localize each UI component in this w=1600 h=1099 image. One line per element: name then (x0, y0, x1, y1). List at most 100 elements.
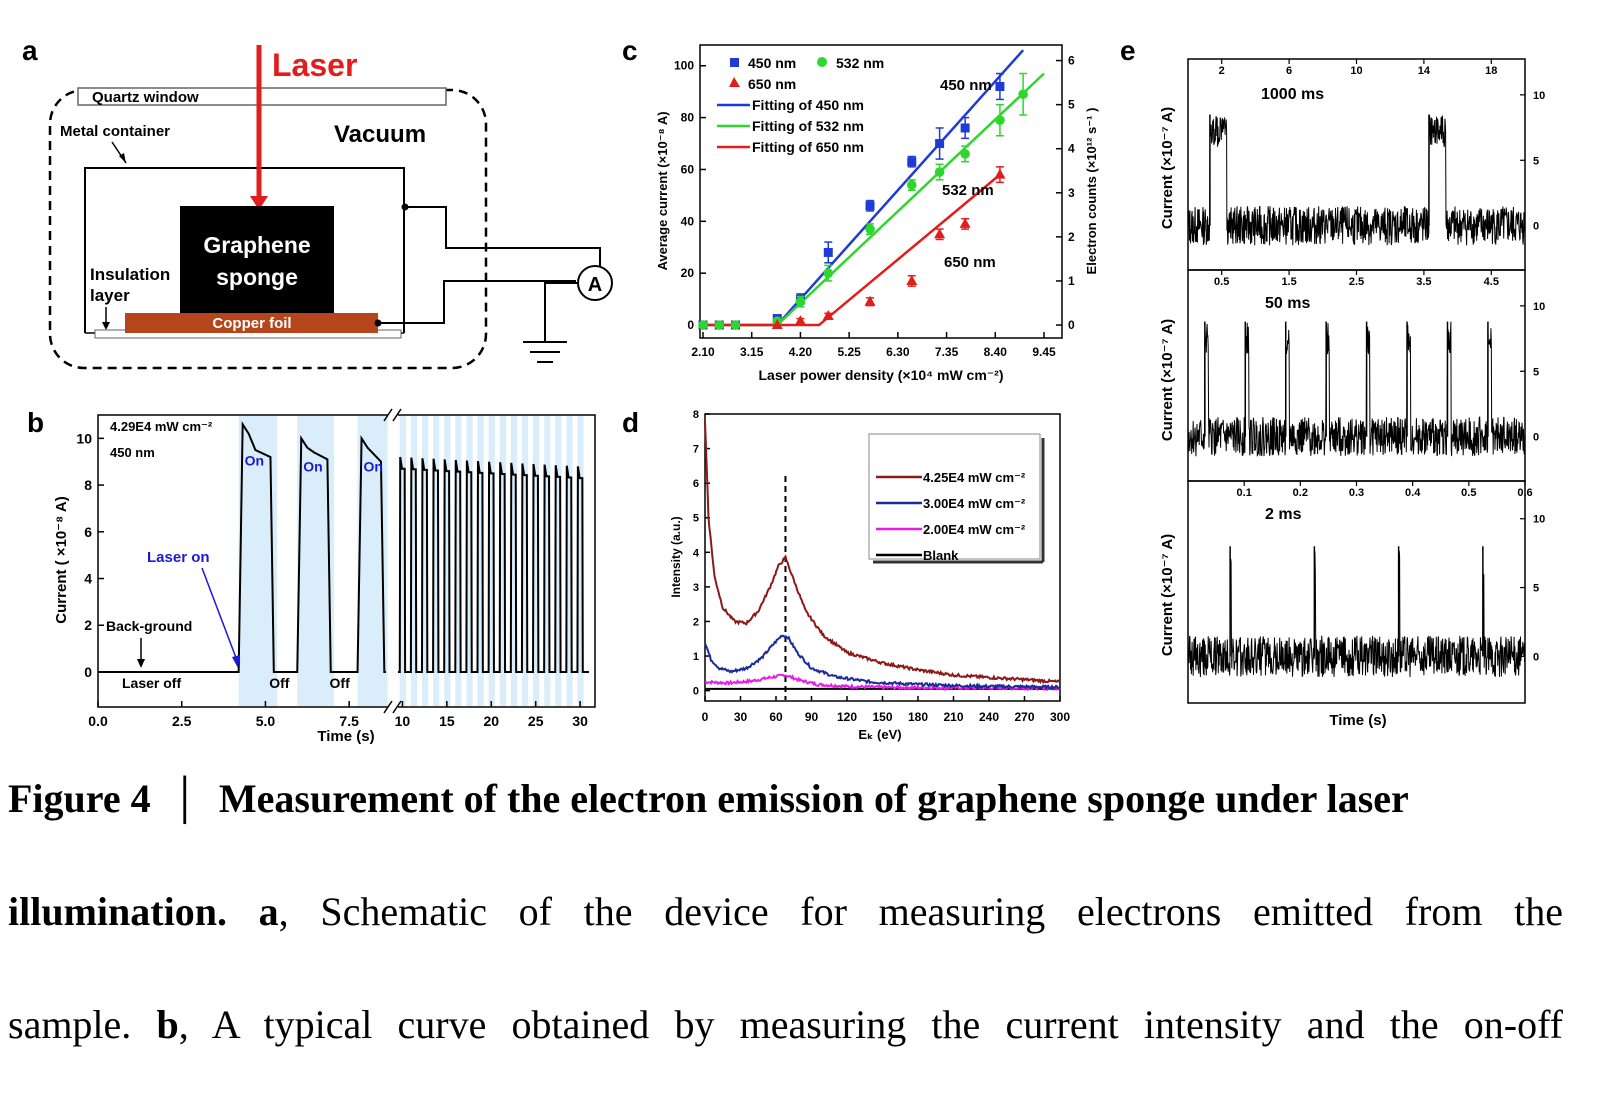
panel-e-xtick-label: 4.5 (1484, 276, 1499, 288)
data-point-532nm (795, 296, 806, 307)
panel-d-xtick-label: 300 (1050, 710, 1070, 724)
data-point-532nm (865, 224, 875, 234)
panel-c-xtick-label: 3.15 (740, 345, 764, 359)
metal-container (84, 167, 405, 333)
panel-d-ytick-label: 2 (693, 616, 699, 628)
graphene-sponge-block (180, 206, 334, 314)
panel-c-xtick-label: 7.35 (935, 345, 959, 359)
panel-label-c: c (622, 35, 638, 66)
panel-c-power-chart: c 0 20 40 60 80 100 0 1 2 3 4 5 6 2.10 3.15 4.20 5.25 6… (622, 35, 1099, 383)
data-point-532nm (995, 115, 1005, 125)
data-point-650nm (771, 319, 783, 330)
panel-b-xtick-label: 2.5 (172, 713, 192, 729)
panel-b-current-chart: b 0 2 4 6 8 10 0.0 2.5 5.0 7.5 10 15 20 25 30 Time (s… (27, 405, 596, 745)
panel-e-ytick-label: 5 (1533, 155, 1539, 167)
panel-b-condition-power: 4.29E4 mW cm⁻² (110, 419, 213, 434)
legend-label: 650 nm (748, 76, 796, 92)
panel-c-ytick-right-label: 5 (1068, 98, 1075, 112)
laser-on-interval (521, 416, 529, 706)
legend-marker-650 (729, 77, 740, 87)
caption-title-part-1: Measurement of the electron emission of … (218, 776, 1409, 821)
legend-label: 2.00E4 mW cm⁻² (923, 522, 1026, 537)
laser-on-interval (477, 416, 484, 706)
panel-e-ytick-label: 5 (1533, 583, 1539, 595)
panel-b-xtick-label: 7.5 (339, 713, 359, 729)
panel-e-xlabel: Time (s) (1329, 712, 1386, 729)
on-annotation: On (364, 459, 383, 475)
wire-top (405, 206, 601, 268)
panel-e-period-label: 2 ms (1265, 506, 1302, 523)
panel-d-spectrum-chart: d 0 1 2 3 4 5 6 7 8 0 30 60 90 120 150 180 210 240 270 300… (622, 407, 1070, 742)
caption-separator: │ (170, 776, 199, 821)
laser-on-interval (466, 416, 473, 706)
panel-d-ytick-label: 8 (693, 409, 699, 421)
panel-b-xtick-label: 20 (483, 713, 499, 729)
data-point-532nm (960, 149, 970, 159)
legend-marker-532 (817, 57, 827, 67)
laser-on-interval (410, 416, 418, 706)
laser-on-interval (510, 416, 518, 706)
laser-arrowhead (250, 196, 268, 210)
legend-label: Blank (923, 548, 959, 563)
legend-label: 3.00E4 mW cm⁻² (923, 496, 1026, 511)
ammeter-label: A (588, 274, 602, 296)
panel-b-xtick-label: 0.0 (88, 713, 108, 729)
data-point-650nm (864, 295, 876, 306)
laser-on-interval (399, 416, 406, 706)
laser-on-interval (555, 416, 562, 706)
panel-c-xtick-label: 9.45 (1032, 345, 1056, 359)
panel-b-ytick-label: 8 (84, 477, 92, 493)
vacuum-label: Vacuum (334, 121, 426, 148)
panel-b-frame (97, 414, 596, 708)
panel-e-subplot: 2 6 10 14 18 0 5 10 1000 ms (1187, 58, 1545, 271)
panel-e-subplot: 0.5 1.5 2.5 3.5 4.5 0 5 10 50 ms (1187, 269, 1545, 482)
panel-d-xtick-label: 180 (908, 710, 928, 724)
panel-c-ylabel: Average current (×10⁻⁸ A) (655, 111, 670, 270)
panel-e-xtick-label: 3.5 (1416, 276, 1431, 288)
panel-c-xtick-label: 5.25 (837, 345, 861, 359)
panel-b-xtick-label: 5.0 (256, 713, 276, 729)
panel-c-ytick-right-label: 1 (1068, 274, 1075, 288)
laser-on-interval (488, 416, 495, 706)
quartz-window (77, 87, 447, 106)
insulation-label-2: layer (90, 286, 130, 305)
panel-c-ytick-label: 0 (687, 318, 694, 332)
series-label-650: 650 nm (944, 254, 996, 271)
graphene-sponge-label-2: sponge (216, 264, 298, 290)
panel-e-xtick-label: 0.5 (1214, 276, 1229, 288)
data-point-650nm (934, 228, 946, 239)
caption-line-3-start: sample. (8, 1002, 132, 1047)
panel-c-frame (699, 44, 1063, 339)
panel-e-xtick-label: 1.5 (1281, 276, 1296, 288)
panel-b-ytick-label: 10 (76, 430, 92, 446)
insulation-label-1: Insulation (90, 265, 170, 284)
panel-d-ytick-label: 4 (693, 547, 700, 559)
panel-b-xtick-label: 10 (395, 713, 411, 729)
data-point-532nm (698, 320, 708, 330)
panel-d-ytick-label: 7 (693, 444, 699, 456)
panel-e-pulse-chart: e 2 6 10 14 18 0 5 10 1000 ms 0.5 1.5 2.5 3.5 4.5 0 5 10… (1120, 35, 1545, 729)
panel-e-xtick-label: 6 (1286, 65, 1292, 77)
panel-d-xtick-label: 210 (943, 710, 963, 724)
panel-b-ytick-label: 6 (84, 524, 92, 540)
data-point-532nm (906, 180, 917, 190)
figure-4: a Quartz window Metal container Vacuum L… (22, 35, 1545, 745)
panel-e-xtick-label: 0.1 (1237, 487, 1252, 499)
laser-on-annotation: Laser on (147, 549, 210, 566)
data-point-450nm (865, 201, 875, 211)
panel-e-xtick-label: 0.3 (1349, 487, 1364, 499)
panel-d-xlabel: Eₖ (eV) (858, 727, 901, 742)
current-trace-segment-2 (398, 456, 589, 673)
panel-e-ytick-label: 10 (1533, 90, 1545, 102)
caption-title-part-2: illumination. (8, 889, 227, 934)
panel-c-ytick-label: 80 (681, 111, 695, 125)
panel-b-xtick-label: 15 (439, 713, 455, 729)
panel-label-b: b (27, 407, 44, 438)
data-point-450nm (907, 157, 917, 167)
legend-label: 450 nm (748, 55, 796, 71)
quartz-window-label: Quartz window (92, 89, 199, 106)
laser-on-interval (455, 416, 462, 706)
panel-e-xtick-label: 18 (1485, 65, 1497, 77)
laser-off-annotation: Laser off (122, 675, 181, 691)
legend-label: Fitting of 650 nm (752, 139, 864, 155)
